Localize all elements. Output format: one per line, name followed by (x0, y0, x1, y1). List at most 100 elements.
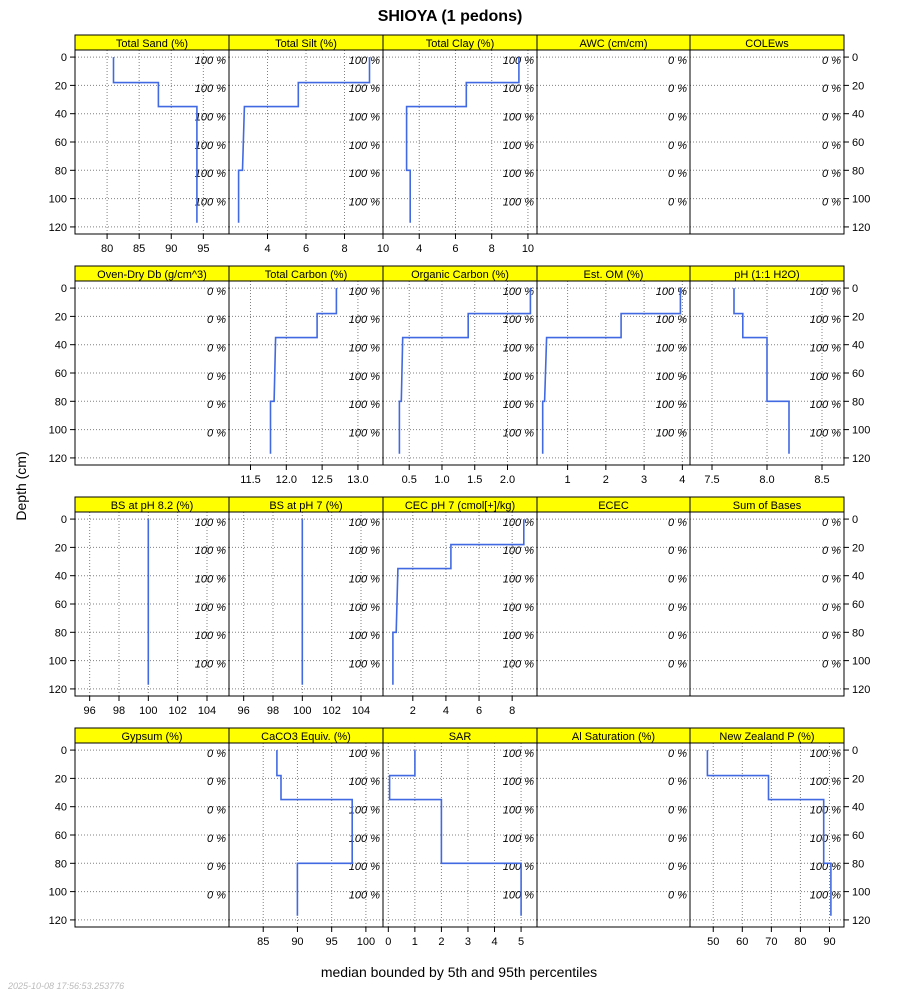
y-tick-label: 20 (55, 773, 67, 785)
x-tick-label: 8 (509, 705, 515, 717)
percent-label: 100 % (656, 343, 687, 355)
percent-label: 0 % (822, 658, 841, 670)
percent-label: 0 % (668, 776, 687, 788)
percent-label: 100 % (503, 399, 534, 411)
percent-label: 100 % (349, 140, 380, 152)
panel-title: CEC pH 7 (cmol[+]/kg) (405, 500, 515, 512)
y-tick-label: 100 (852, 887, 870, 899)
percent-label: 100 % (195, 55, 226, 67)
percent-label: 100 % (503, 889, 534, 901)
x-tick-label: 90 (823, 936, 835, 948)
y-tick-label: 100 (49, 425, 67, 437)
percent-label: 100 % (656, 399, 687, 411)
percent-label: 100 % (195, 83, 226, 95)
percent-label: 100 % (195, 517, 226, 529)
percent-label: 100 % (349, 861, 380, 873)
y-tick-label: 20 (55, 311, 67, 323)
y-tick-label: 120 (852, 915, 870, 927)
x-tick-label: 104 (352, 705, 370, 717)
percent-label: 0 % (668, 574, 687, 586)
percent-label: 0 % (668, 196, 687, 208)
percent-label: 100 % (349, 630, 380, 642)
x-tick-label: 12.0 (276, 474, 297, 486)
y-tick-label: 120 (852, 453, 870, 465)
panel: COLEws 0 % 0 % 0 % 0 % 0 % 0 % 0 20 40 60 80 100 120 (689, 34, 870, 235)
percent-label: 100 % (810, 314, 841, 326)
x-tick-label: 8.5 (814, 474, 829, 486)
y-tick-label: 100 (49, 194, 67, 206)
panel: BS at pH 8.2 (%)100 %100 %100 %100 %100 … (49, 496, 230, 717)
percent-label: 100 % (810, 861, 841, 873)
y-tick-label: 0 (61, 283, 67, 295)
y-tick-label: 60 (55, 137, 67, 149)
percent-label: 100 % (195, 630, 226, 642)
x-tick-label: 5 (518, 936, 524, 948)
percent-label: 100 % (195, 112, 226, 124)
percent-label: 100 % (195, 545, 226, 557)
panel-title: BS at pH 8.2 (%) (111, 500, 194, 512)
panel-title: SAR (449, 731, 472, 743)
panel-title: Sum of Bases (733, 500, 802, 512)
x-tick-label: 100 (139, 705, 157, 717)
y-tick-label: 120 (49, 453, 67, 465)
percent-label: 100 % (349, 545, 380, 557)
y-tick-label: 120 (852, 684, 870, 696)
percent-label: 0 % (207, 861, 226, 873)
x-tick-label: 80 (101, 243, 113, 255)
x-tick-label: 3 (465, 936, 471, 948)
percent-label: 0 % (207, 286, 226, 298)
percent-label: 0 % (207, 889, 226, 901)
panel-title: Total Carbon (%) (265, 269, 348, 281)
percent-label: 100 % (349, 833, 380, 845)
panel-title: New Zealand P (%) (719, 731, 814, 743)
panel: ECEC 0 % 0 % 0 % 0 % 0 % 0 % (536, 496, 691, 697)
x-tick-label: 50 (707, 936, 719, 948)
percent-label: 100 % (503, 602, 534, 614)
percent-label: 100 % (810, 427, 841, 439)
panel-border (74, 742, 230, 928)
y-tick-label: 120 (49, 222, 67, 234)
y-tick-label: 40 (55, 340, 67, 352)
percent-label: 0 % (822, 168, 841, 180)
percent-label: 0 % (822, 545, 841, 557)
percent-label: 100 % (810, 805, 841, 817)
x-tick-label: 104 (198, 705, 216, 717)
x-tick-label: 8 (341, 243, 347, 255)
y-axis-title: Depth (cm) (13, 451, 29, 520)
median-line (112, 57, 198, 223)
panel: CEC pH 7 (cmol[+]/kg) 100 % 100 % 100 % 100 … (382, 496, 538, 717)
x-tick-label: 0 (385, 936, 391, 948)
percent-label: 100 % (349, 776, 380, 788)
x-tick-label: 96 (238, 705, 250, 717)
percent-label: 100 % (503, 805, 534, 817)
y-tick-label: 20 (55, 542, 67, 554)
y-tick-label: 120 (49, 915, 67, 927)
y-tick-label: 40 (55, 109, 67, 121)
median-line (405, 57, 520, 223)
percent-label: 100 % (810, 343, 841, 355)
y-tick-label: 60 (55, 830, 67, 842)
percent-label: 100 % (503, 286, 534, 298)
y-tick-label: 60 (852, 599, 864, 611)
x-tick-label: 96 (84, 705, 96, 717)
panel: Total Sand (%) 100 % 100 % 100 % 100 % 100 % 1… (49, 34, 230, 255)
panel-title: Al Saturation (%) (572, 731, 655, 743)
y-tick-label: 40 (55, 802, 67, 814)
percent-label: 100 % (195, 196, 226, 208)
percent-label: 0 % (822, 574, 841, 586)
percent-label: 0 % (822, 112, 841, 124)
panel-border (689, 49, 845, 235)
percent-label: 100 % (195, 602, 226, 614)
x-tick-label: 95 (326, 936, 338, 948)
percent-label: 100 % (503, 861, 534, 873)
panel-title: CaCO3 Equiv. (%) (261, 731, 351, 743)
panel: Est. OM (%) 100 % 100 % 100 % 100 % 100 % 100 … (536, 265, 691, 486)
percent-label: 0 % (207, 343, 226, 355)
y-tick-label: 80 (852, 396, 864, 408)
y-tick-label: 20 (852, 311, 864, 323)
x-tick-label: 1 (412, 936, 418, 948)
y-tick-label: 100 (852, 194, 870, 206)
panel: Al Saturation (%) 0 % 0 % 0 % 0 % 0 % 0 % (536, 727, 691, 928)
x-tick-label: 2 (438, 936, 444, 948)
percent-label: 0 % (207, 399, 226, 411)
